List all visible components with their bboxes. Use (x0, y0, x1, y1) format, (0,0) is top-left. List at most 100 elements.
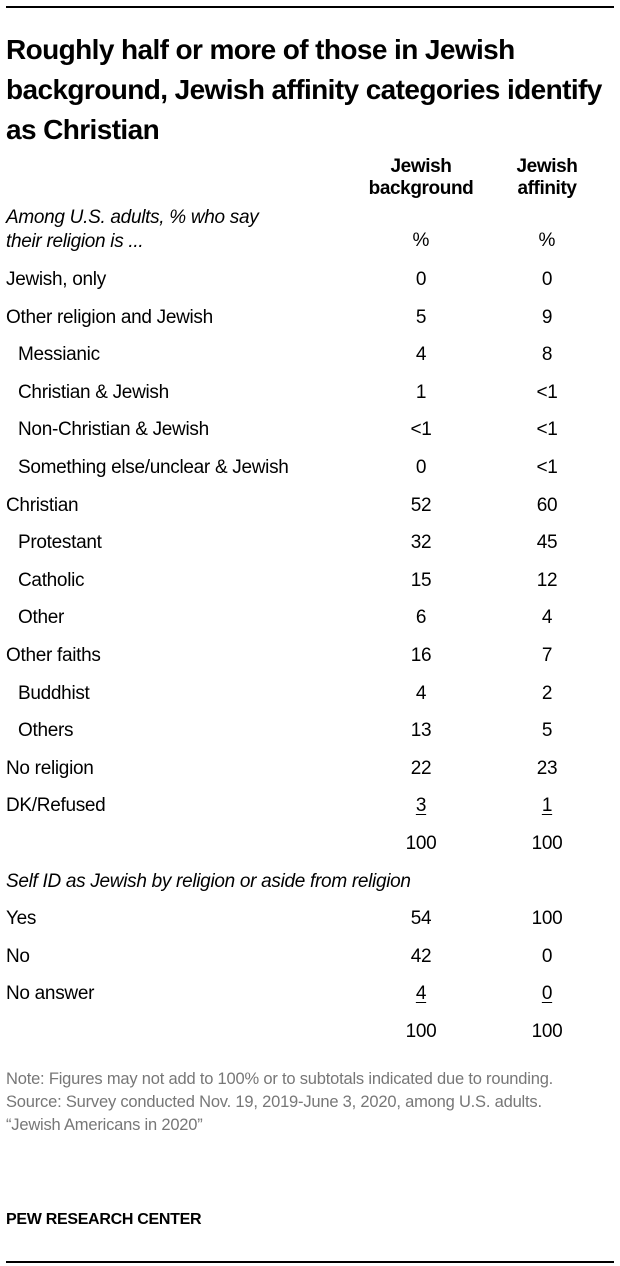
table-row: Non-Christian & Jewish <1 <1 (0, 418, 620, 456)
value-jewish-affinity: 45 (517, 531, 577, 555)
value-jewish-background: 4 (391, 982, 451, 1006)
bottom-rule (6, 1261, 614, 1263)
value-jewish-affinity: 23 (517, 757, 577, 781)
cell-value: 100 (531, 1020, 563, 1042)
cell-value: 0 (415, 457, 427, 478)
row-label: Jewish, only (6, 269, 106, 290)
cell-value: 3 (415, 795, 427, 817)
row-label: Other faiths (6, 645, 101, 666)
value-jewish-background: 16 (391, 644, 451, 668)
value-jewish-background: 13 (391, 719, 451, 743)
value-jewish-background: 4 (391, 682, 451, 706)
row-label: DK/Refused (6, 795, 106, 817)
value-jewish-background: 0 (391, 456, 451, 480)
column-header-jewish-background: Jewish background (356, 156, 486, 200)
cell-value: 0 (541, 983, 553, 1005)
table-row: Something else/unclear & Jewish 0 <1 (0, 456, 620, 494)
table-row: No religion 22 23 (0, 757, 620, 795)
percent-unit-affinity: % (538, 230, 556, 251)
cell-value: 5 (541, 720, 553, 742)
total-row: 100 100 (0, 1020, 620, 1058)
cell-value: 5 (415, 306, 427, 328)
value-jewish-affinity: 9 (517, 306, 577, 330)
cell-value: 1 (415, 381, 427, 403)
cell-value: 9 (541, 306, 553, 328)
cell-value: <1 (536, 419, 558, 441)
value-jewish-affinity: 5 (517, 719, 577, 743)
table-row: Protestant 32 45 (0, 531, 620, 569)
table-row: Other religion and Jewish 5 9 (0, 306, 620, 344)
cell-value: 6 (415, 607, 427, 629)
cell-value: 32 (410, 532, 432, 554)
value-jewish-affinity: 60 (517, 494, 577, 518)
cell-value: 16 (410, 645, 432, 666)
cell-value: 42 (410, 945, 432, 967)
row-label: Christian (6, 494, 79, 516)
table-row: Other 6 4 (0, 606, 620, 644)
value-jewish-affinity: 100 (517, 832, 577, 856)
intro-line: Among U.S. adults, % who say (6, 207, 259, 228)
value-jewish-affinity: 7 (517, 644, 577, 668)
self-id-section-label: Self ID as Jewish by religion or aside f… (6, 871, 411, 892)
value-jewish-background: <1 (391, 418, 451, 442)
cell-value: 60 (536, 494, 558, 516)
value-jewish-affinity: <1 (517, 418, 577, 442)
row-label: Yes (6, 908, 37, 929)
value-jewish-affinity: 0 (517, 945, 577, 969)
cell-value: 100 (405, 833, 437, 854)
cell-value: 1 (541, 795, 553, 817)
value-jewish-background: 52 (391, 494, 451, 518)
cell-value: 23 (536, 757, 558, 779)
cell-value: 22 (410, 757, 432, 779)
cell-value: 2 (541, 682, 553, 704)
cell-value: 100 (531, 908, 563, 929)
table-row: No answer 4 0 (0, 982, 620, 1020)
value-jewish-affinity: 8 (517, 343, 577, 367)
table-row: Catholic 15 12 (0, 569, 620, 607)
cell-value: 4 (541, 607, 553, 629)
value-jewish-affinity: <1 (517, 456, 577, 480)
top-rule (6, 6, 614, 8)
value-jewish-affinity: 0 (517, 268, 577, 292)
value-jewish-affinity: 12 (517, 569, 577, 593)
table-row: Messianic 4 8 (0, 343, 620, 381)
chart-title: Roughly half or more of those in Jewish … (6, 34, 602, 145)
row-label: Catholic (18, 569, 85, 591)
table-row: DK/Refused 3 1 (0, 794, 620, 832)
row-label: Non-Christian & Jewish (18, 419, 209, 441)
value-jewish-affinity: <1 (517, 381, 577, 405)
table-row: Jewish, only 0 0 (0, 268, 620, 306)
cell-value: 4 (415, 983, 427, 1005)
column-header-jewish-affinity: Jewish affinity (497, 156, 597, 200)
cell-value: 13 (410, 720, 432, 742)
value-jewish-background: 100 (391, 832, 451, 856)
cell-value: 0 (541, 269, 553, 290)
cell-value: 12 (536, 569, 558, 591)
value-jewish-background: 0 (391, 268, 451, 292)
row-label: Other (18, 607, 65, 629)
row-label: Others (18, 720, 74, 742)
row-label: No answer (6, 983, 95, 1005)
cell-value: 100 (531, 833, 563, 854)
intro-question: Among U.S. adults, % who say their relig… (6, 206, 259, 254)
cell-value: 100 (405, 1020, 437, 1042)
row-label: No (6, 945, 30, 967)
value-jewish-affinity: 4 (517, 606, 577, 630)
cell-value: 4 (415, 682, 427, 704)
notes-block: Note: Figures may not add to 100% or to … (6, 1068, 610, 1137)
pew-research-center-logo: PEW RESEARCH CENTER (6, 1211, 202, 1228)
table-row: Christian 52 60 (0, 494, 620, 532)
value-jewish-background: 6 (391, 606, 451, 630)
row-label: Protestant (18, 532, 102, 554)
value-jewish-affinity: 0 (517, 982, 577, 1006)
note-text: Note: Figures may not add to 100% or to … (6, 1070, 554, 1088)
cell-value: 8 (541, 344, 553, 366)
intro-line: their religion is ... (6, 231, 144, 252)
value-jewish-affinity: 100 (517, 1020, 577, 1044)
cell-value: 7 (541, 645, 553, 666)
column-header-line: Jewish (390, 156, 452, 177)
table-row: No 42 0 (0, 945, 620, 983)
value-jewish-affinity: 1 (517, 794, 577, 818)
cell-value: 4 (415, 344, 427, 366)
table-row: Others 13 5 (0, 719, 620, 757)
